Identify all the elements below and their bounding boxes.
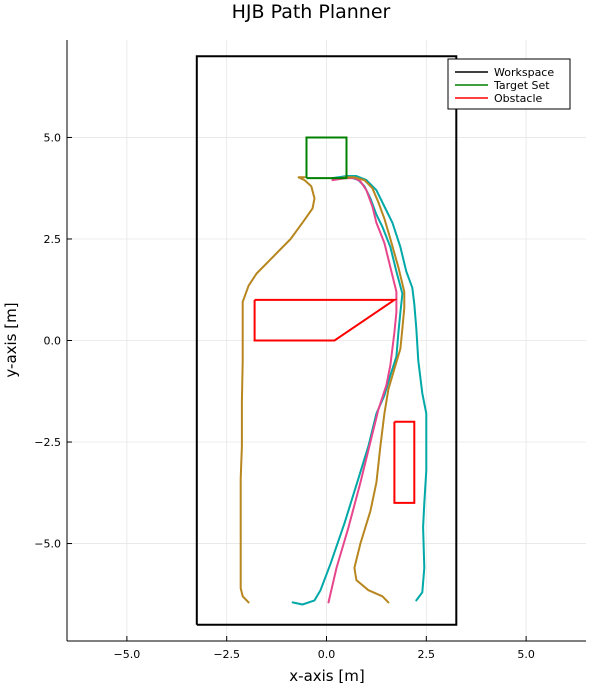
x-tick-label: 0.0 [318, 648, 336, 661]
obstacle-outline-2 [253, 298, 398, 342]
x-tick-label: 5.0 [517, 648, 535, 661]
y-tick-label: 5.0 [44, 131, 62, 144]
legend-box [447, 58, 571, 110]
trajectory-line-0 [291, 176, 404, 606]
legend-label-obstacle: Obstacle [494, 92, 543, 105]
x-tick-label: 2.5 [418, 648, 436, 661]
workspace-outline-0 [195, 55, 458, 626]
trajectory-line-4 [339, 176, 406, 604]
trajectory-line-3 [239, 176, 316, 604]
legend-label-target-set: Target Set [493, 79, 550, 92]
y-axis-label: y-axis [m] [2, 302, 20, 377]
x-axis-label: x-axis [m] [289, 667, 364, 685]
grid [67, 40, 586, 641]
plot-area [195, 55, 458, 626]
y-tick-label: −2.5 [34, 436, 61, 449]
y-tick-label: 0.0 [44, 335, 62, 348]
chart-title: HJB Path Planner [232, 1, 391, 23]
legend-label-workspace: Workspace [494, 66, 554, 79]
y-tick-label: −5.0 [34, 538, 61, 551]
trajectory-line-1 [327, 177, 398, 604]
target-set-outline-1 [305, 136, 348, 180]
x-tick-label: −2.5 [213, 648, 240, 661]
y-tick-label: 2.5 [44, 233, 62, 246]
x-tick-label: −5.0 [114, 648, 141, 661]
tick-labels: −5.0 −2.5 0.0 2.5 5.0 −5.0 −2.5 0.0 2.5 5.0 [34, 131, 535, 661]
obstacle-outline-3 [393, 420, 416, 504]
